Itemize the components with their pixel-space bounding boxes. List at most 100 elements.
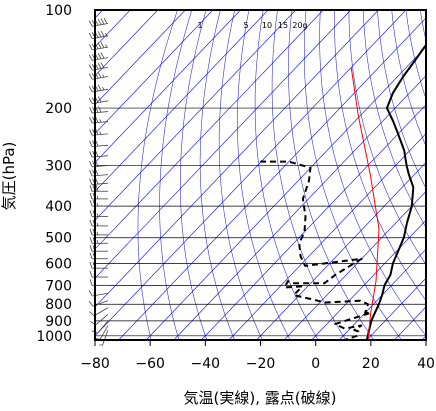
wind-barb-half-flag: [96, 195, 99, 200]
wind-barb-half-flag: [99, 119, 102, 123]
wind-barb-staff: [102, 329, 109, 346]
wind-barb-flag: [89, 170, 93, 177]
wind-barb-half-flag: [96, 222, 99, 227]
wind-barb-flag: [97, 53, 102, 60]
wind-barb-flag: [98, 106, 102, 113]
x-tick-label: −60: [135, 356, 165, 372]
wind-barb-flag: [88, 97, 93, 104]
x-tick-label: −80: [80, 356, 110, 372]
wind-barb-flag: [89, 245, 93, 252]
wind-barb-flag: [89, 116, 93, 124]
isotherm-line: [95, 10, 296, 221]
mixing-ratio-label: 1: [197, 21, 202, 30]
wind-barb-half-flag: [96, 203, 99, 207]
wind-barb-flag: [88, 44, 93, 51]
dry-adiabat-line: [362, 10, 426, 229]
wind-barb-flag: [89, 228, 93, 236]
x-tick-label: −20: [246, 356, 276, 372]
y-axis-title: 気圧(hPa): [0, 142, 18, 211]
y-tick-label: 500: [45, 231, 72, 247]
wind-barb: [89, 307, 109, 317]
wind-barb-flag: [100, 42, 105, 49]
parcel-line: [350, 67, 380, 339]
dry-adiabat-line: [218, 10, 263, 340]
x-tick-label: 0: [311, 356, 320, 372]
dry-adiabat-line: [159, 10, 193, 340]
dry-adiabat-line: [180, 10, 208, 340]
wind-barb: [88, 30, 109, 39]
wind-barb-flag: [89, 262, 93, 269]
wind-barb-flag: [97, 42, 102, 49]
wind-barb-half-flag: [96, 213, 99, 217]
temperature-line: [365, 43, 426, 340]
x-axis-title: 気温(実線), 露点(破線): [184, 389, 337, 407]
y-tick-label: 600: [45, 257, 72, 273]
dry-adiabat-line: [254, 10, 319, 340]
y-tick-label: 1000: [36, 329, 72, 345]
wind-barb-flag: [100, 30, 105, 37]
wind-barb-flag: [88, 64, 93, 71]
wind-barb-flag: [89, 252, 93, 259]
isotherm-line: [95, 10, 324, 250]
wind-barb-staff: [99, 325, 109, 340]
dry-adiabat-line: [137, 10, 178, 340]
wind-barb-half-flag: [99, 131, 102, 135]
y-tick-label: 700: [45, 278, 72, 294]
mixing-ratio-label: 15: [278, 21, 288, 30]
wind-barb-flag: [89, 140, 93, 147]
y-tick-label: 900: [45, 314, 72, 330]
wind-barb-flag: [89, 178, 93, 185]
wind-barb-flag: [97, 71, 102, 78]
wind-barb-flag: [89, 219, 93, 227]
wind-barb-staff: [95, 314, 109, 326]
wind-barb-flag: [88, 20, 93, 27]
y-tick-label: 200: [45, 101, 72, 117]
wind-barb-flag: [97, 62, 102, 69]
wind-barb-flag: [89, 200, 93, 207]
dry-adiabat-line: [348, 10, 426, 266]
x-axis-ticks: −80 −60 −40 −20 0 20 40: [80, 356, 435, 372]
dry-adiabat-line: [377, 10, 426, 189]
mixing-ratio-label: 5: [243, 21, 248, 30]
isotherm-line: [95, 10, 158, 77]
wind-barb-flag: [88, 54, 93, 61]
wind-barb-flag: [89, 192, 93, 200]
x-tick-label: −40: [191, 356, 221, 372]
wind-barb-flag: [97, 31, 102, 38]
wind-barb-flag: [88, 290, 93, 297]
wind-barb-flag: [88, 32, 93, 39]
mixing-ratio-labels: 1 5 10 15 20g: [197, 21, 307, 30]
wind-barb-flag: [103, 17, 108, 24]
wind-barb-flag: [97, 84, 102, 91]
y-tick-label: 300: [45, 158, 72, 174]
wind-barb-half-flag: [96, 240, 99, 244]
mixing-ratio-label: 20g: [292, 21, 307, 30]
wind-barb-flag: [100, 62, 105, 69]
dry-adiabat-line: [304, 10, 402, 340]
wind-barb-half-flag: [102, 86, 105, 91]
wind-barb-flag: [95, 185, 99, 192]
wind-barb-flag: [89, 107, 93, 114]
wind-barb: [88, 17, 109, 27]
dewpoint-line: [260, 159, 372, 340]
wind-barb-flag: [100, 52, 105, 59]
dry-adiabat-line: [271, 10, 347, 340]
wind-barb: [99, 329, 109, 346]
wind-barb-flag: [89, 237, 93, 244]
wind-barb-flag: [89, 129, 93, 136]
isotherm-line: [95, 10, 352, 279]
wind-barb-flag: [89, 210, 93, 217]
mixing-ratio-label: 10: [262, 21, 272, 30]
wind-barb-staff: [93, 307, 109, 317]
wind-barb-half-flag: [96, 231, 99, 236]
wind-barb-flag: [89, 185, 93, 192]
isotherm-line: [95, 10, 214, 134]
wind-barb-flag: [89, 311, 95, 317]
isotherm-line: [95, 10, 241, 163]
wind-barb-half-flag: [105, 33, 108, 37]
wind-barb-staff: [97, 320, 109, 334]
wind-barb-flag: [100, 18, 105, 25]
